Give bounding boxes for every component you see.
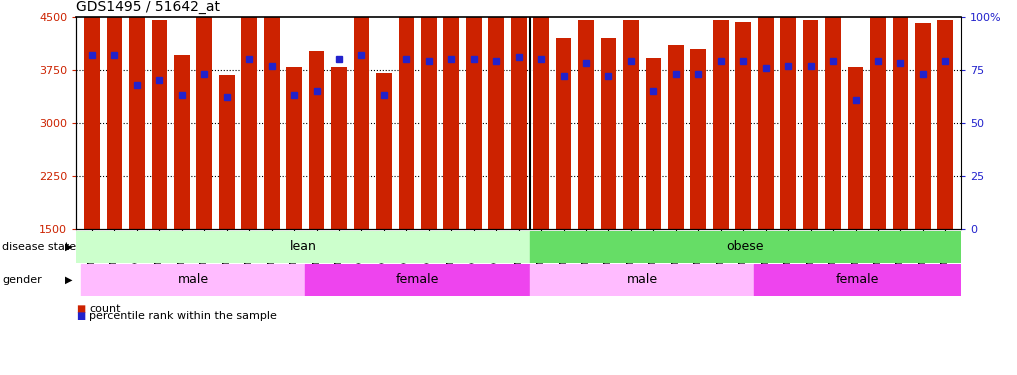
- Text: count: count: [89, 304, 121, 313]
- Text: ▶: ▶: [65, 274, 73, 285]
- Bar: [421, 9, 436, 229]
- Bar: [305, 264, 530, 296]
- Bar: [871, 2, 886, 229]
- Bar: [354, 0, 369, 229]
- Bar: [332, 67, 347, 229]
- Bar: [668, 45, 683, 229]
- Bar: [488, 0, 504, 229]
- Text: percentile rank within the sample: percentile rank within the sample: [89, 311, 278, 321]
- Bar: [263, 0, 280, 229]
- Text: female: female: [836, 273, 880, 286]
- Bar: [286, 67, 302, 229]
- Text: lean: lean: [290, 240, 316, 253]
- Bar: [443, 3, 459, 229]
- Bar: [80, 264, 305, 296]
- Bar: [399, 0, 414, 229]
- Bar: [219, 75, 235, 229]
- Bar: [555, 38, 572, 229]
- Text: male: male: [178, 273, 208, 286]
- Bar: [735, 22, 752, 229]
- Bar: [533, 0, 549, 229]
- Bar: [241, 0, 257, 229]
- Bar: [893, 2, 908, 229]
- Text: GDS1495 / 51642_at: GDS1495 / 51642_at: [76, 0, 221, 15]
- Bar: [579, 20, 594, 229]
- Bar: [802, 20, 819, 229]
- Text: ▶: ▶: [65, 242, 73, 252]
- Bar: [129, 8, 144, 229]
- Bar: [601, 38, 616, 229]
- Text: obese: obese: [727, 240, 764, 253]
- Bar: [511, 0, 527, 229]
- Text: ■: ■: [76, 311, 85, 321]
- Bar: [646, 58, 661, 229]
- Bar: [309, 51, 324, 229]
- Bar: [755, 264, 961, 296]
- Bar: [847, 67, 863, 229]
- Bar: [825, 8, 841, 229]
- Bar: [76, 231, 530, 262]
- Bar: [623, 20, 639, 229]
- Text: female: female: [396, 273, 439, 286]
- Bar: [758, 6, 774, 229]
- Bar: [530, 264, 755, 296]
- Bar: [691, 49, 706, 229]
- Bar: [196, 0, 213, 229]
- Text: male: male: [626, 273, 658, 286]
- Text: gender: gender: [2, 274, 42, 285]
- Bar: [915, 22, 931, 229]
- Bar: [466, 0, 482, 229]
- Bar: [938, 20, 953, 229]
- Bar: [780, 6, 796, 229]
- Bar: [84, 0, 100, 229]
- Bar: [376, 74, 392, 229]
- Text: ■: ■: [76, 304, 85, 313]
- Bar: [713, 20, 728, 229]
- Bar: [174, 55, 190, 229]
- Bar: [530, 231, 961, 262]
- Bar: [152, 20, 167, 229]
- Text: disease state: disease state: [2, 242, 76, 252]
- Bar: [107, 0, 122, 229]
